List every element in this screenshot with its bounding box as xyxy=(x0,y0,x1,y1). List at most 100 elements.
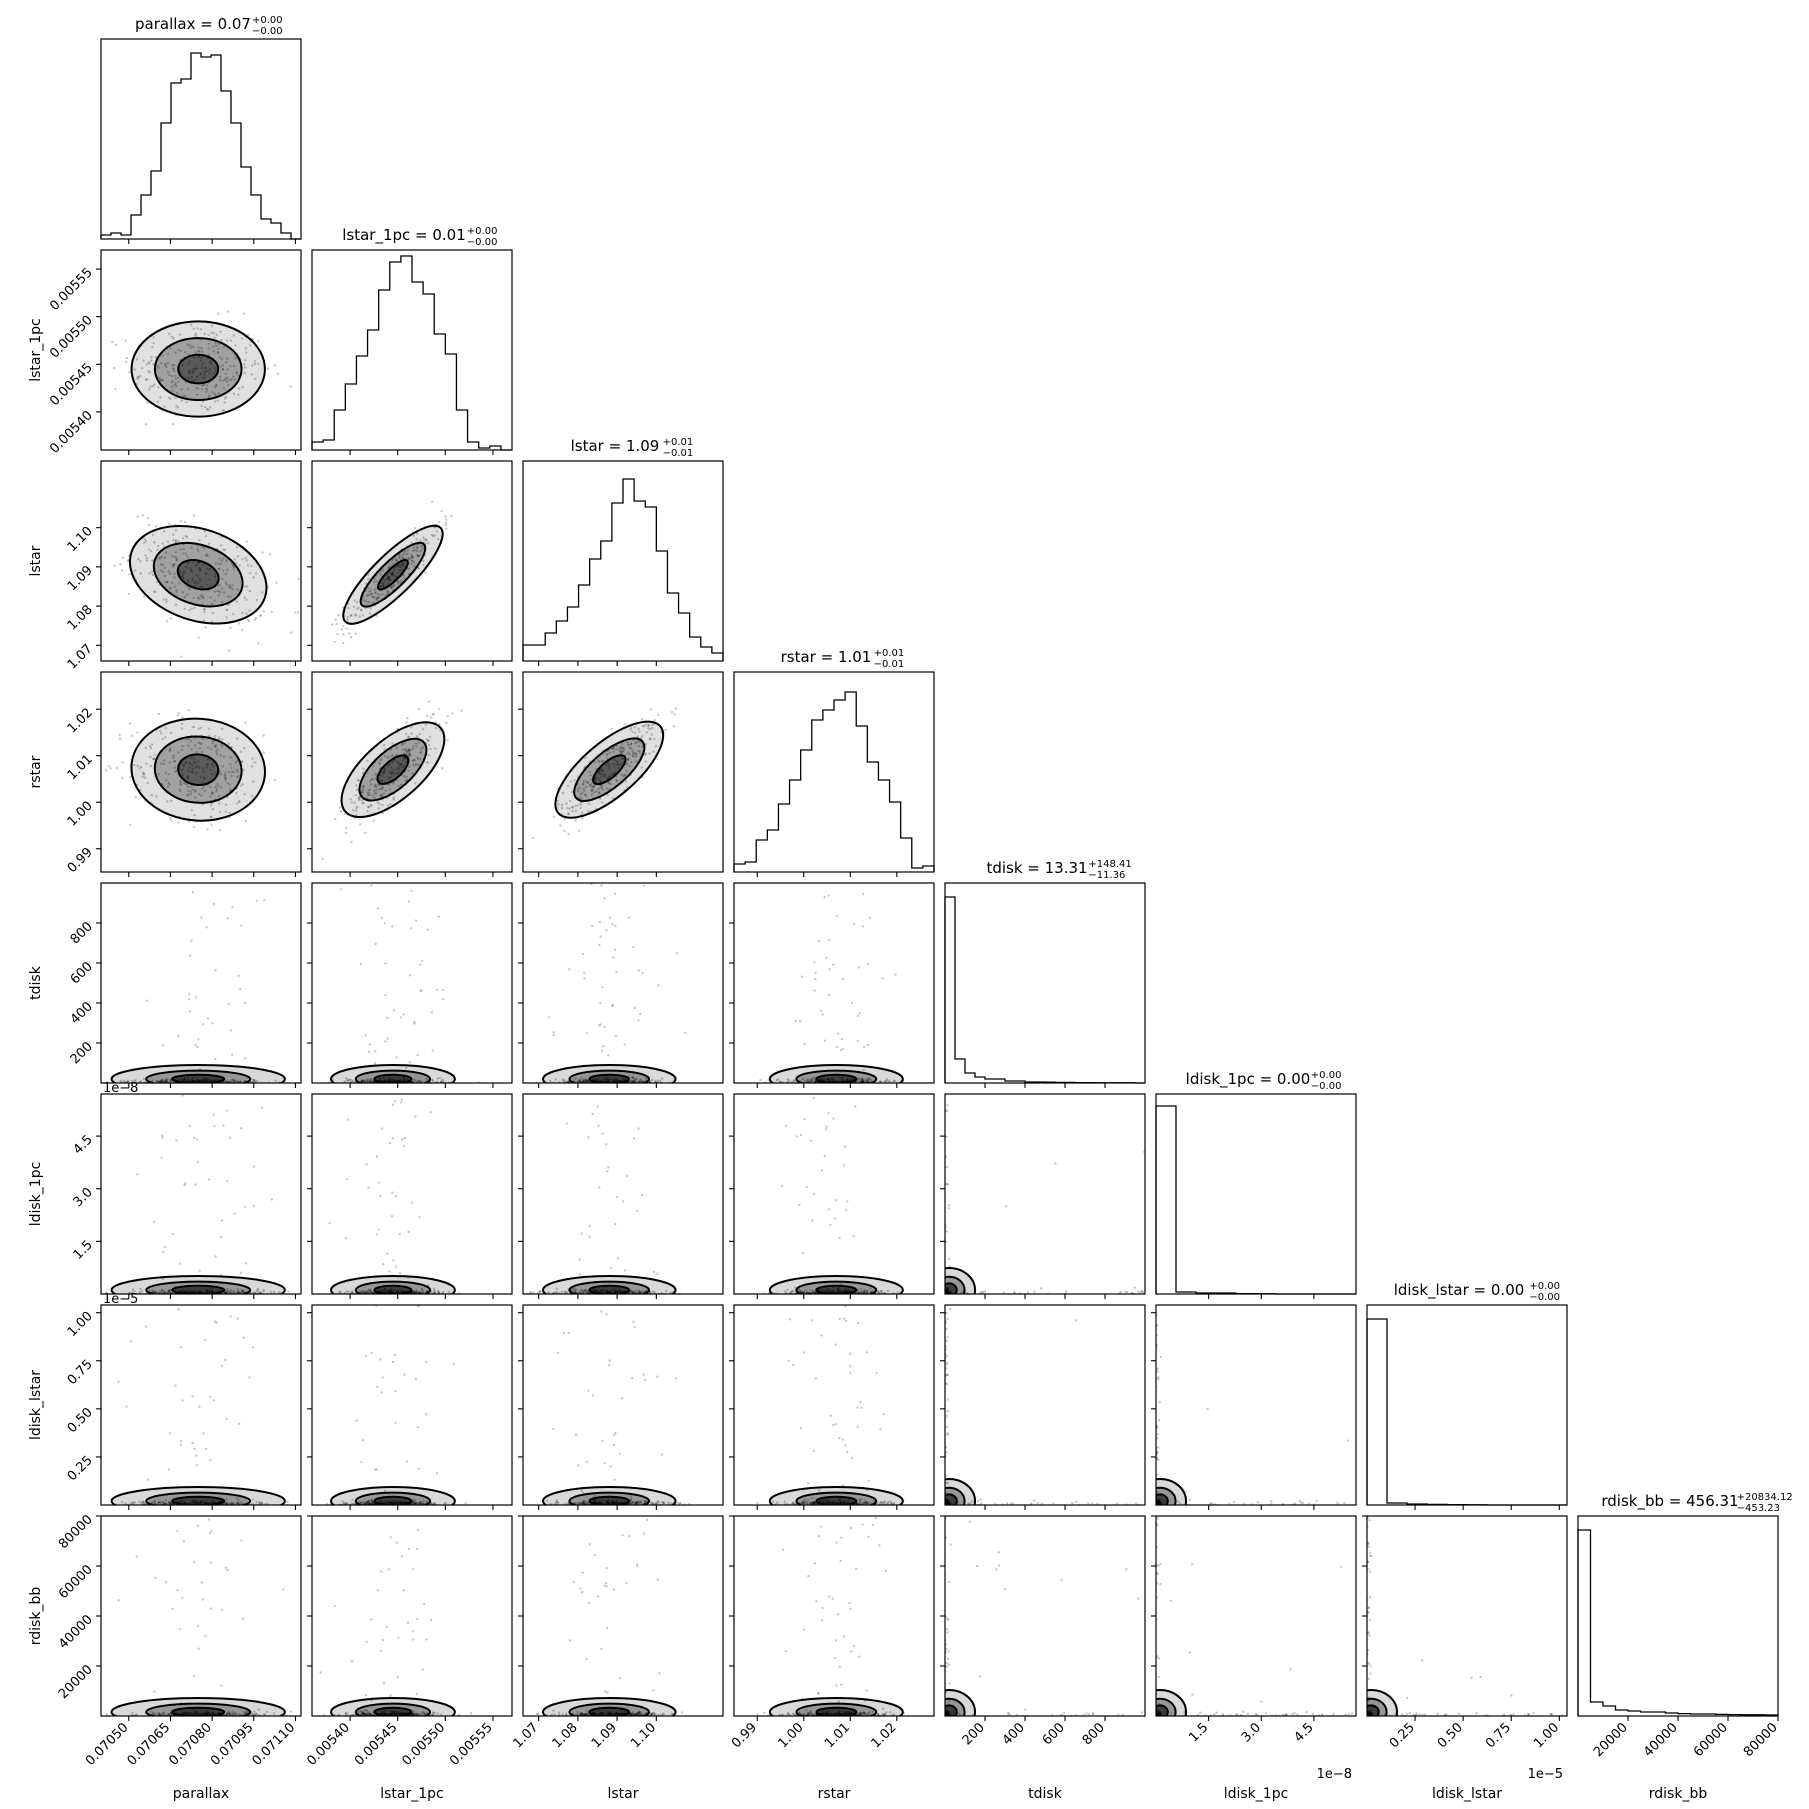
sample-point xyxy=(948,1258,950,1260)
sample-point xyxy=(240,924,242,926)
sample-point xyxy=(168,522,170,524)
sample-point xyxy=(188,993,190,995)
sample-point xyxy=(271,1198,273,1200)
sample-point xyxy=(391,1215,393,1217)
sample-point xyxy=(675,707,677,709)
sample-point xyxy=(262,551,264,553)
sample-point xyxy=(229,627,231,629)
sample-point xyxy=(800,1134,802,1136)
sample-point xyxy=(247,334,249,336)
sample-point xyxy=(827,1112,829,1114)
sample-point xyxy=(869,916,871,918)
sample-point xyxy=(438,916,440,918)
sample-point xyxy=(255,617,257,619)
sample-point xyxy=(445,722,447,724)
sample-point xyxy=(431,1011,433,1013)
panel-tdisk-vs-tdisk: tdisk = 13.31 +148.41−11.36 xyxy=(945,859,1145,1088)
sample-point xyxy=(636,1210,638,1212)
sample-point xyxy=(211,1022,213,1024)
sample-point xyxy=(411,1202,413,1204)
sample-point xyxy=(836,915,838,917)
sample-point xyxy=(403,1145,405,1147)
sample-point xyxy=(116,767,118,769)
panel-frame xyxy=(101,39,301,239)
histogram-tdisk xyxy=(945,897,1145,1083)
sample-point xyxy=(946,1230,948,1232)
sample-point xyxy=(413,1021,415,1023)
sample-point xyxy=(604,1026,606,1028)
panel-frame xyxy=(312,883,512,1083)
sample-point xyxy=(342,633,344,635)
sample-point xyxy=(814,972,816,974)
sample-point xyxy=(194,1183,196,1185)
sample-point xyxy=(442,998,444,1000)
sample-point xyxy=(632,946,634,948)
sample-point xyxy=(639,1013,641,1015)
sample-point xyxy=(374,943,376,945)
sample-point xyxy=(781,1185,783,1187)
sample-point xyxy=(270,611,272,613)
sample-point xyxy=(377,907,379,909)
sample-point xyxy=(813,961,815,963)
sample-point xyxy=(445,524,447,526)
sample-point xyxy=(304,766,306,768)
panel-frame xyxy=(734,883,934,1083)
panel-parallax-vs-parallax: parallax = 0.07 +0.00−0.00 xyxy=(101,15,301,244)
sample-point xyxy=(566,1122,568,1124)
sample-point xyxy=(857,1015,859,1017)
sample-point xyxy=(420,989,422,991)
sample-point xyxy=(134,796,136,798)
sample-point xyxy=(430,716,432,718)
sample-point xyxy=(198,1270,200,1272)
sample-point xyxy=(188,1125,190,1127)
sample-point xyxy=(118,734,120,736)
sample-point xyxy=(409,974,411,976)
sample-point xyxy=(381,1127,383,1129)
sample-point xyxy=(115,344,117,346)
sample-point xyxy=(374,1050,376,1052)
sample-point xyxy=(602,1045,604,1047)
sample-point xyxy=(832,1117,834,1119)
sample-point xyxy=(387,1037,389,1039)
sample-point xyxy=(172,423,174,425)
sample-point xyxy=(244,1002,246,1004)
sample-point xyxy=(637,1019,639,1021)
panel-tdisk-vs-lstar_1pc xyxy=(307,883,512,1093)
sample-point xyxy=(221,1219,223,1221)
sample-point xyxy=(657,984,659,986)
histogram-parallax xyxy=(101,53,301,239)
y-tick-label: 400 xyxy=(68,999,96,1027)
sample-point xyxy=(409,1061,411,1063)
sample-point xyxy=(229,1137,231,1139)
sample-point xyxy=(633,1137,635,1139)
sample-point xyxy=(673,713,675,715)
sample-point xyxy=(142,514,144,516)
sample-point xyxy=(166,620,168,622)
sample-point xyxy=(227,310,229,312)
sample-point xyxy=(854,1105,856,1107)
sample-point xyxy=(328,1222,330,1224)
sample-point xyxy=(563,830,565,832)
panel-lstar-vs-lstar: lstar = 1.09 +0.01−0.01 xyxy=(523,437,723,666)
y-tick-label: 0.00540 xyxy=(47,408,96,457)
sample-point xyxy=(395,1195,397,1197)
sample-point xyxy=(169,817,171,819)
sample-point xyxy=(588,1236,590,1238)
sample-point xyxy=(231,906,233,908)
sample-point xyxy=(111,341,113,343)
sample-point xyxy=(599,1002,601,1004)
sample-point xyxy=(210,824,212,826)
sample-point xyxy=(237,975,239,977)
title-tdisk: tdisk = 13.31 xyxy=(986,859,1087,877)
sample-point xyxy=(415,919,417,921)
sample-point xyxy=(226,917,228,919)
sample-point xyxy=(267,367,269,369)
sample-point xyxy=(128,371,130,373)
sample-point xyxy=(245,1262,247,1264)
sample-point xyxy=(194,996,196,998)
sample-point xyxy=(384,962,386,964)
sample-point xyxy=(380,917,382,919)
sample-point xyxy=(650,708,652,710)
sample-point xyxy=(445,518,447,520)
sample-point xyxy=(806,1186,808,1188)
